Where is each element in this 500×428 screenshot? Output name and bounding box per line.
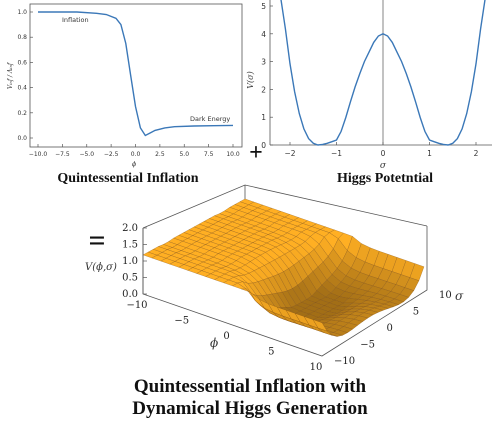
surface-z-tick-label: 2.0 [122,223,138,234]
plot1-y-tick-label: 0.8 [17,34,27,41]
plot1-x-tick-label: −5.0 [79,151,94,158]
surface-z-tick-label: 1.5 [122,240,138,251]
plot2-y-axis-label: V(σ) [246,71,255,88]
surface-patch [312,319,328,332]
plot-higgs-potential: −2 −1 0 1 2 0 1 2 3 4 5 V(σ) σ [246,0,492,171]
surface-x-tick-label: 5 [268,347,274,358]
plot1-x-tick-label: −7.5 [55,151,70,158]
plot1-x-tick-label: 0.0 [131,151,141,158]
plot2-x-tick-label: 0 [381,149,386,158]
surface-y-tick-label: −10 [334,356,355,367]
plot1-x-tick-label: −10.0 [29,151,48,158]
plus-symbol: + [249,140,263,166]
plot2-series-line [280,0,486,146]
surface-x-tick-label: −5 [174,316,189,327]
plot1-y-tick-label: 0.4 [17,85,27,92]
plot2-y-tick-label: 1 [261,113,266,122]
plot1-y-tick-label: 0.6 [17,59,27,66]
surface-y-axis-label: σ [455,289,464,303]
plot2-x-axis-label: σ [380,161,387,171]
plot1-y-tick-label: 0.2 [17,110,27,117]
plot1-x-tick-label: 10.0 [226,151,240,158]
surface-z-tick-label: 1.0 [122,256,138,267]
plot1-x-tick-label: 5.0 [179,151,189,158]
plot-quintessential-inflation: −10.0 −7.5 −5.0 −2.5 0.0 2.5 5.0 7.5 10.0 0.0 0.2 0… [7,3,243,168]
surface-x-tick-label: −10 [126,300,147,311]
plot1-series-line [38,11,234,137]
plot2-x-tick-label: −2 [284,149,295,158]
caption-higgs-potential: Higgs Potetntial [337,171,433,186]
bottom-caption-line2: Dynamical Higgs Generation [132,398,368,419]
plot2-x-tick-label: 1 [427,149,432,158]
plot2-y-tick-label: 4 [261,30,266,39]
surface-y-tick-label: 0 [387,323,393,334]
plot2-y-tick-label: 5 [261,2,266,11]
plot-3d-surface: 0.0 0.5 1.0 1.5 2.0 −10 −5 0 5 10 −10 −5 0 5 10 V(ϕ,σ)… [85,184,464,373]
surface-y-tick-label: −5 [360,340,375,351]
equals-symbol: = [88,224,105,257]
plot1-x-tick-label: −2.5 [104,151,119,158]
plot1-x-axis-label: ϕ [132,161,136,168]
surface-y-tick-label: 5 [413,307,419,318]
surface-x-tick-label: 0 [223,331,229,342]
plot1-annotation-inflation: Inflation [62,16,89,24]
bottom-caption-line1: Quintessential Inflation with [134,376,367,397]
plot1-x-tick-label: 2.5 [155,151,165,158]
plot2-y-tick-label: 0 [261,141,266,150]
surface-y-tick-label: 10 [439,290,452,301]
plot1-y-tick-label: 0.0 [17,135,27,142]
plot1-frame [29,3,243,148]
plot2-x-tick-label: 2 [474,149,479,158]
surface-x-tick-label: 10 [310,362,323,373]
plot2-x-tick-label: −1 [331,149,342,158]
caption-quintessential-inflation: Quintessential Inflation [57,171,198,186]
plot2-y-tick-label: 2 [261,85,266,94]
surface-x-axis-label: ϕ [210,336,218,350]
surface-z-tick-label: 0.0 [122,289,138,300]
plot1-x-tick-label: 7.5 [204,151,214,158]
plot1-annotation-dark-energy: Dark Energy [190,115,230,123]
surface-z-axis-label: V(ϕ,σ) [85,262,117,273]
plot1-y-tick-label: 1.0 [17,9,27,16]
plot2-y-tick-label: 3 [261,58,266,67]
plot1-y-axis-label: Vᵢₙf / Λᵢₙf [7,61,14,89]
surface-z-tick-label: 0.5 [122,273,138,284]
